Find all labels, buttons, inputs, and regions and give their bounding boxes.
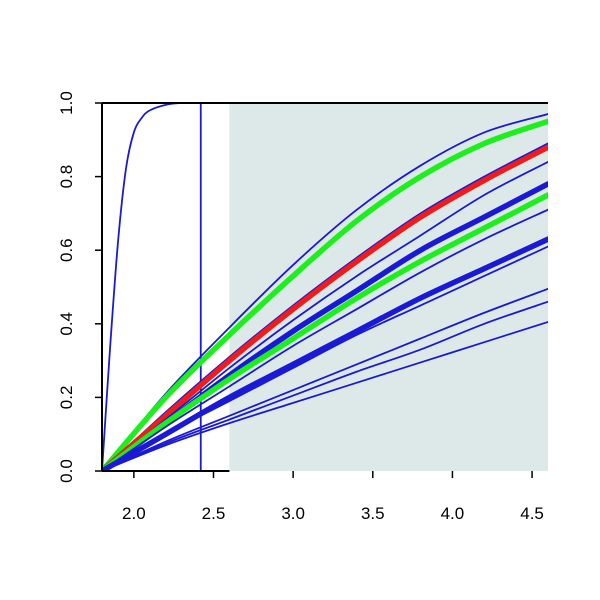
y-tick-label: 0.6 bbox=[57, 238, 76, 262]
series-line-12 bbox=[102, 208, 548, 471]
series-line-8 bbox=[102, 144, 548, 471]
series-line-15 bbox=[102, 287, 548, 471]
x-tick-label: 2.0 bbox=[122, 504, 146, 523]
x-axis: 2.0 2.5 3.0 3.5 4.0 4.5 bbox=[122, 471, 544, 523]
series-line-16 bbox=[102, 300, 548, 471]
x-tick-label: 3.0 bbox=[281, 504, 305, 523]
y-tick-label: 0.8 bbox=[57, 165, 76, 189]
y-axis: 0.0 0.2 0.4 0.6 0.8 1.0 bbox=[57, 91, 102, 483]
series-line-6 bbox=[102, 118, 548, 471]
x-tick-label: 3.5 bbox=[361, 504, 385, 523]
series-line-1 bbox=[102, 103, 548, 471]
y-tick-label: 0.0 bbox=[57, 459, 76, 483]
series-line-9 bbox=[102, 160, 548, 471]
x-tick-label: 2.5 bbox=[202, 504, 226, 523]
y-tick-label: 0.4 bbox=[57, 312, 76, 336]
plot-area bbox=[101, 102, 548, 472]
series-line-14 bbox=[102, 245, 548, 471]
y-tick-label: 0.2 bbox=[57, 386, 76, 410]
x-tick-label: 4.0 bbox=[441, 504, 465, 523]
x-tick-label: 4.5 bbox=[520, 504, 544, 523]
series-line-7 bbox=[102, 142, 548, 471]
series-line-17 bbox=[102, 321, 548, 471]
series-line-11 bbox=[102, 192, 548, 471]
y-tick-label: 1.0 bbox=[57, 91, 76, 115]
